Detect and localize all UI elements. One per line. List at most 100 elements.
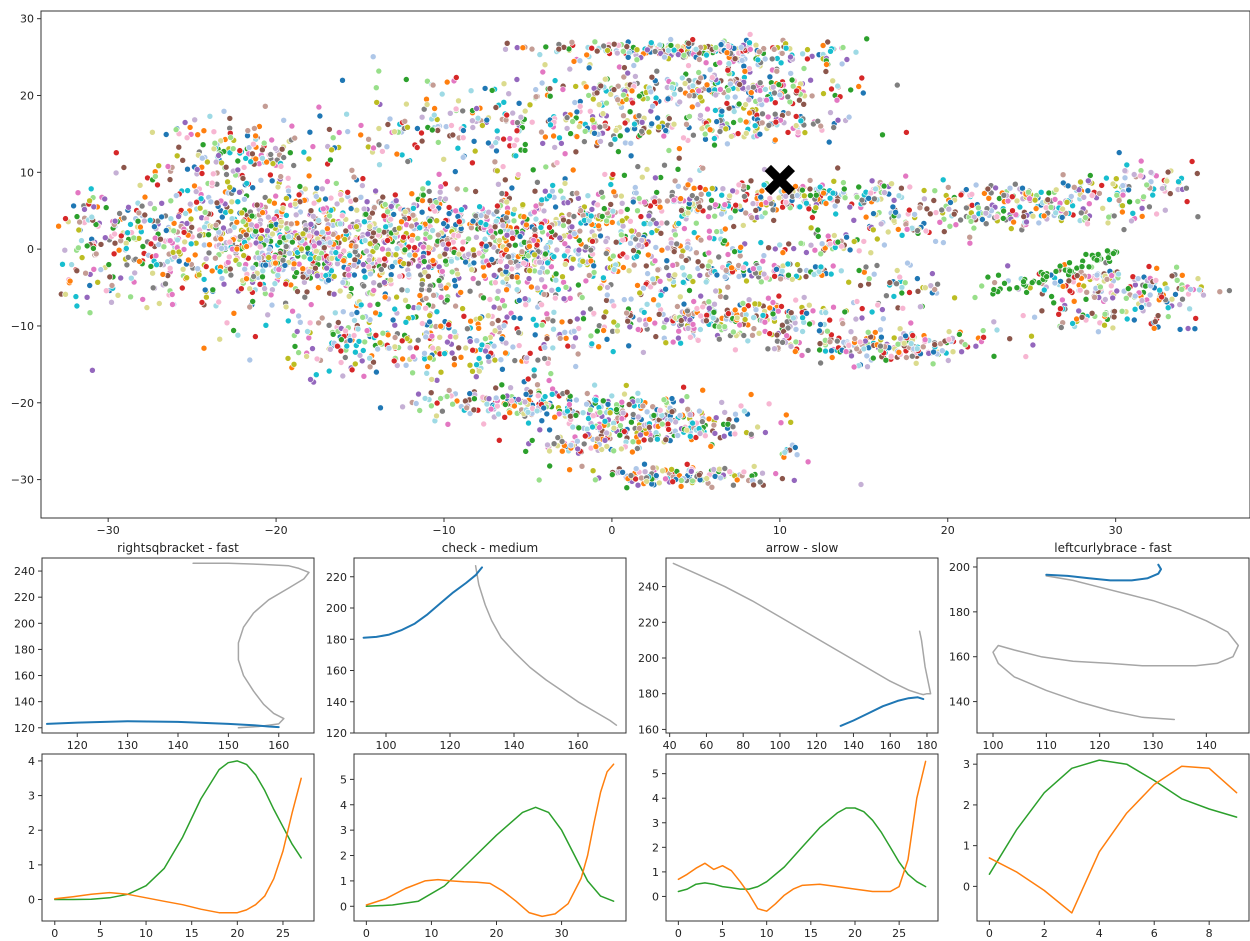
scatter-point xyxy=(663,316,670,324)
scatter-point xyxy=(82,269,89,277)
scatter-point xyxy=(791,348,799,355)
scatter-point xyxy=(837,267,845,275)
scatter-point xyxy=(411,251,419,259)
scatter-point xyxy=(398,286,406,294)
scatter-point xyxy=(930,348,937,356)
scatter-point xyxy=(125,204,132,211)
scatter-point xyxy=(779,249,787,256)
scatter-point xyxy=(243,275,250,283)
scatter-point xyxy=(623,253,631,261)
scatter-point xyxy=(157,235,164,243)
scatter-point xyxy=(533,407,541,415)
scatter-point xyxy=(636,316,643,324)
scatter-point xyxy=(532,86,540,93)
scatter-point xyxy=(879,131,886,139)
scatter-point xyxy=(237,233,244,240)
scatter-point xyxy=(351,360,359,368)
scatter-point xyxy=(359,182,366,189)
scatter-point xyxy=(817,263,825,271)
scatter-point xyxy=(799,186,806,194)
scatter-point xyxy=(556,234,564,242)
scatter-point xyxy=(670,248,678,255)
scatter-point xyxy=(800,65,808,72)
scatter-point xyxy=(491,327,499,335)
scatter-point xyxy=(325,276,332,284)
scatter-point xyxy=(248,221,255,229)
scatter-point xyxy=(542,163,550,171)
scatter-point xyxy=(679,278,687,286)
scatter-point xyxy=(462,258,469,266)
scatter-point xyxy=(754,56,762,64)
scatter-point xyxy=(839,44,847,51)
scatter-point xyxy=(515,342,523,349)
scatter-point xyxy=(521,141,529,148)
scatter-point xyxy=(804,55,811,63)
scatter-point xyxy=(756,48,763,56)
scatter-point xyxy=(853,345,861,353)
scatter-point xyxy=(139,296,146,303)
scatter-point xyxy=(108,282,116,289)
scatter-point xyxy=(589,238,596,245)
scatter-point xyxy=(426,354,434,362)
scatter-point xyxy=(265,254,273,261)
scatter-point xyxy=(390,357,398,365)
scatter-point xyxy=(575,281,582,289)
scatter-point xyxy=(828,347,835,355)
scatter-point xyxy=(828,85,835,93)
scatter-point xyxy=(561,150,569,157)
scatter-point xyxy=(419,243,427,251)
scatter-point xyxy=(400,260,408,267)
scatter-point xyxy=(390,211,398,218)
scatter-point xyxy=(603,429,610,437)
scatter-point xyxy=(469,124,477,131)
scatter-point xyxy=(704,105,711,113)
scatter-point xyxy=(556,134,563,142)
scatter-point xyxy=(717,474,724,482)
scatter-point xyxy=(750,83,757,91)
scatter-point xyxy=(167,197,175,205)
scatter-point xyxy=(903,129,910,136)
scatter-point xyxy=(513,76,521,83)
scatter-point xyxy=(911,211,918,218)
scatter-point xyxy=(768,55,776,63)
scatter-point xyxy=(347,285,355,292)
scatter-point xyxy=(685,39,692,47)
scatter-point xyxy=(226,115,234,122)
scatter-point xyxy=(326,126,333,133)
scatter-point xyxy=(164,258,171,265)
scatter-point xyxy=(440,220,447,227)
scatter-point xyxy=(766,195,774,202)
scatter-point xyxy=(651,257,659,265)
scatter-point xyxy=(779,475,786,482)
scatter-point xyxy=(623,126,631,134)
scatter-point xyxy=(872,185,879,193)
scatter-point xyxy=(515,100,523,107)
scatter-point xyxy=(442,180,449,188)
scatter-point xyxy=(1029,341,1037,349)
scatter-point xyxy=(152,252,160,259)
scatter-point xyxy=(651,48,659,55)
scatter-point xyxy=(120,214,128,222)
scatter-point xyxy=(765,400,773,408)
scatter-point xyxy=(724,251,732,258)
scatter-point xyxy=(460,127,467,134)
scatter-point xyxy=(400,233,407,241)
scatter-point xyxy=(443,296,451,304)
scatter-point xyxy=(182,210,189,217)
scatter-point xyxy=(313,229,321,237)
scatter-point xyxy=(638,119,646,126)
scatter-point xyxy=(972,342,980,350)
scatter-point xyxy=(746,109,753,117)
scatter-point xyxy=(683,426,691,434)
scatter-point xyxy=(216,268,224,275)
scatter-point xyxy=(843,56,851,63)
scatter-point xyxy=(921,336,929,344)
scatter-point xyxy=(430,291,437,299)
scatter-point xyxy=(646,423,653,431)
scatter-point xyxy=(451,355,458,362)
scatter-point xyxy=(437,293,445,301)
scatter-point xyxy=(369,53,377,61)
scatter-point xyxy=(705,213,712,220)
scatter-point xyxy=(418,137,426,145)
scatter-point xyxy=(678,207,685,214)
